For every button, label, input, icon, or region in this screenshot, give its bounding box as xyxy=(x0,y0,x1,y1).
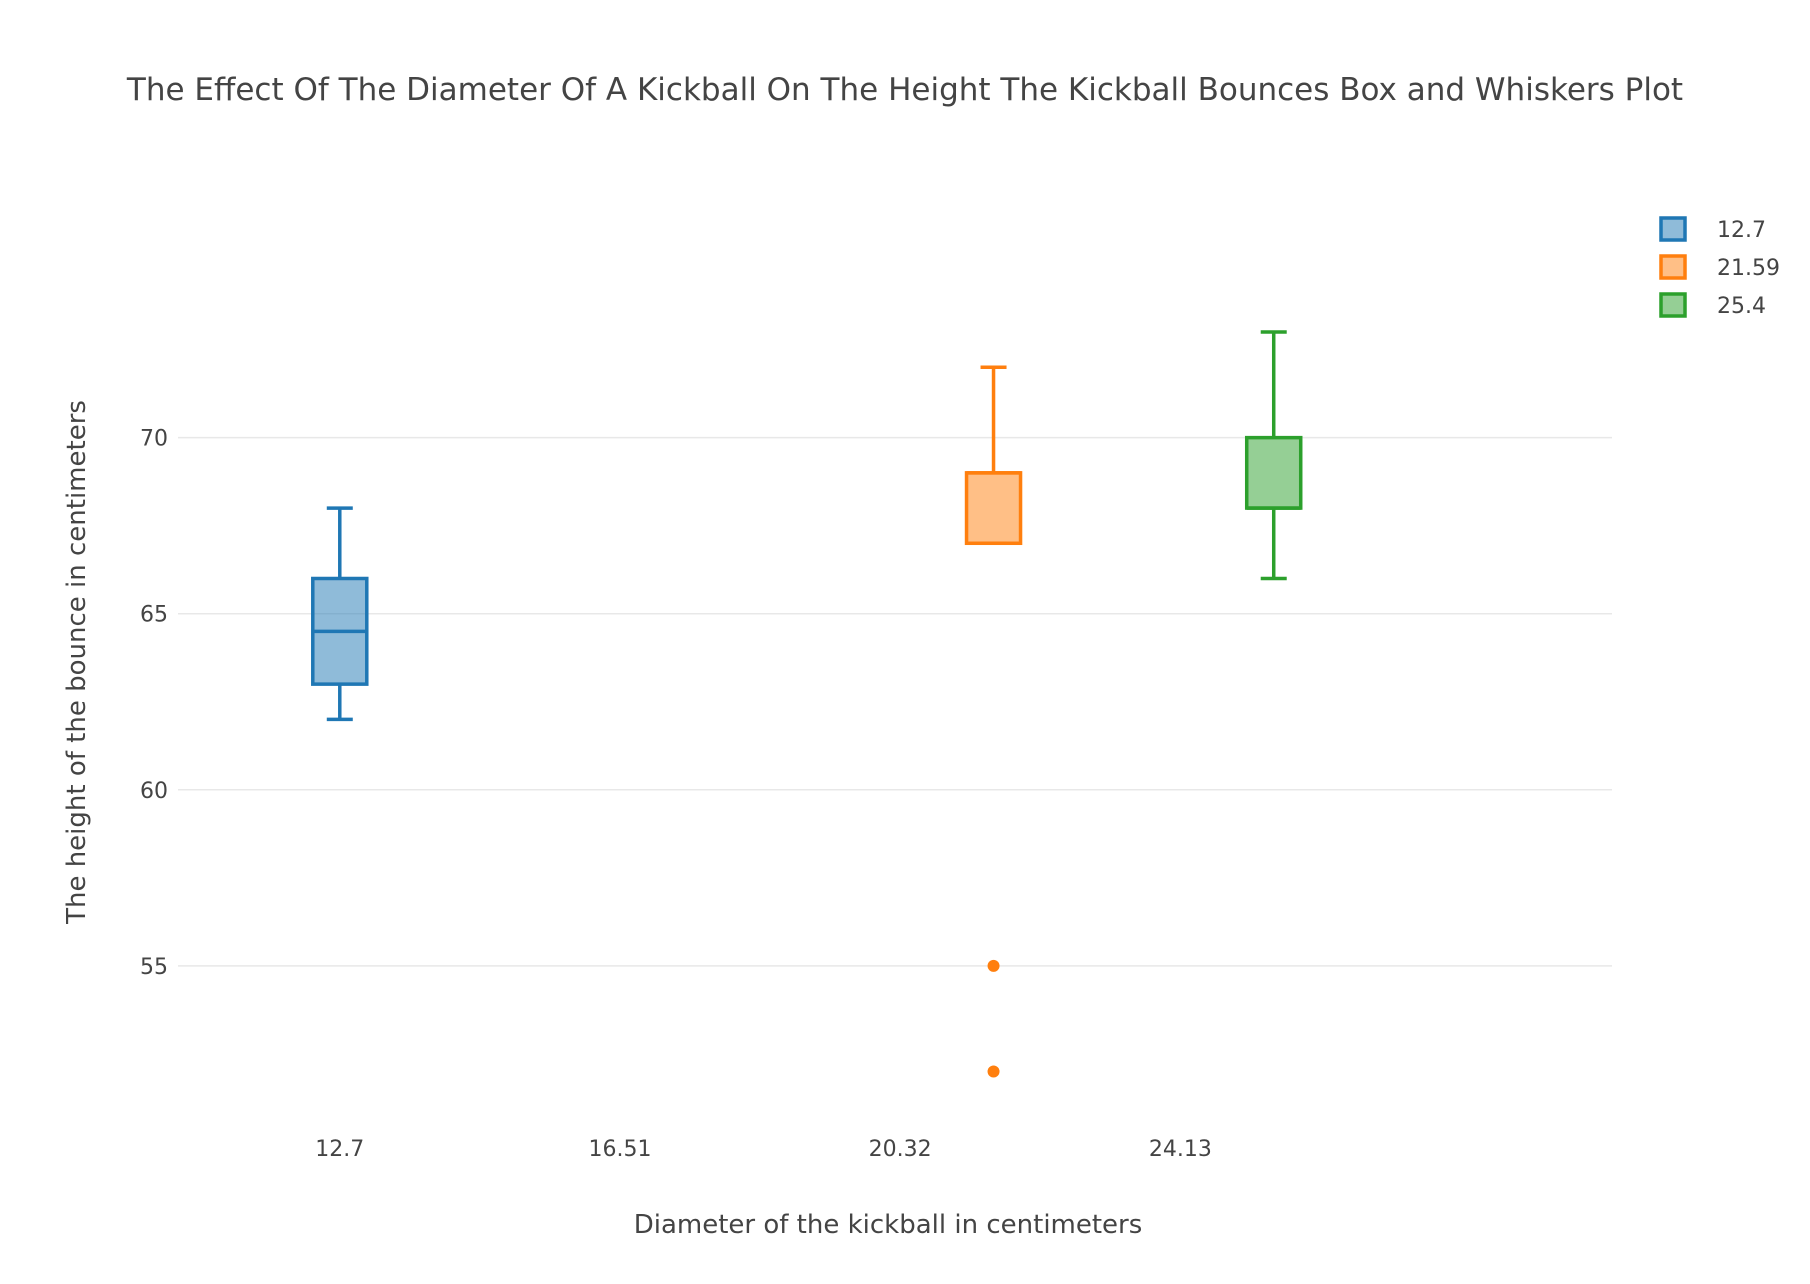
outlier-point xyxy=(987,959,1000,972)
legend-label: 12.7 xyxy=(1717,218,1766,243)
x-tick-label: 16.51 xyxy=(588,1137,651,1162)
box-trace-25.4[interactable] xyxy=(1244,330,1303,581)
legend-swatch xyxy=(1659,216,1687,242)
box-trace-12.7[interactable] xyxy=(311,506,369,722)
legend-item-12.7[interactable]: 12.7 xyxy=(1659,216,1766,243)
x-tick-label: 20.32 xyxy=(869,1137,932,1162)
x-tick-label: 24.13 xyxy=(1149,1137,1212,1162)
box-trace-21.59[interactable] xyxy=(964,365,1023,1078)
gridlines xyxy=(178,436,1612,967)
x-axis-ticks: 12.7 16.51 20.32 24.13 xyxy=(315,1137,1212,1162)
y-tick-label: 70 xyxy=(140,427,168,452)
x-axis-title: Diameter of the kickball in centimeters xyxy=(634,1210,1143,1240)
box-iqr xyxy=(964,471,1023,546)
legend-item-21.59[interactable]: 21.59 xyxy=(1659,254,1780,281)
y-tick-label: 60 xyxy=(140,779,168,804)
legend-label: 25.4 xyxy=(1717,294,1766,319)
legend-label: 21.59 xyxy=(1717,256,1780,281)
chart-title: The Effect Of The Diameter Of A Kickball… xyxy=(126,72,1683,108)
legend-swatch xyxy=(1659,254,1687,280)
legend-item-25.4[interactable]: 25.4 xyxy=(1659,292,1766,319)
y-tick-label: 55 xyxy=(140,955,168,980)
x-tick-label: 12.7 xyxy=(315,1137,364,1162)
y-tick-label: 65 xyxy=(140,603,168,628)
legend[interactable]: 12.7 21.59 25.4 xyxy=(1659,216,1780,319)
y-axis-title: The height of the bounce in centimeters xyxy=(62,400,92,925)
y-axis-ticks: 55 60 65 70 xyxy=(140,427,168,980)
boxes xyxy=(311,330,1303,1078)
box-iqr xyxy=(1244,435,1303,510)
legend-swatch xyxy=(1659,292,1687,318)
outlier-point xyxy=(987,1065,1000,1078)
